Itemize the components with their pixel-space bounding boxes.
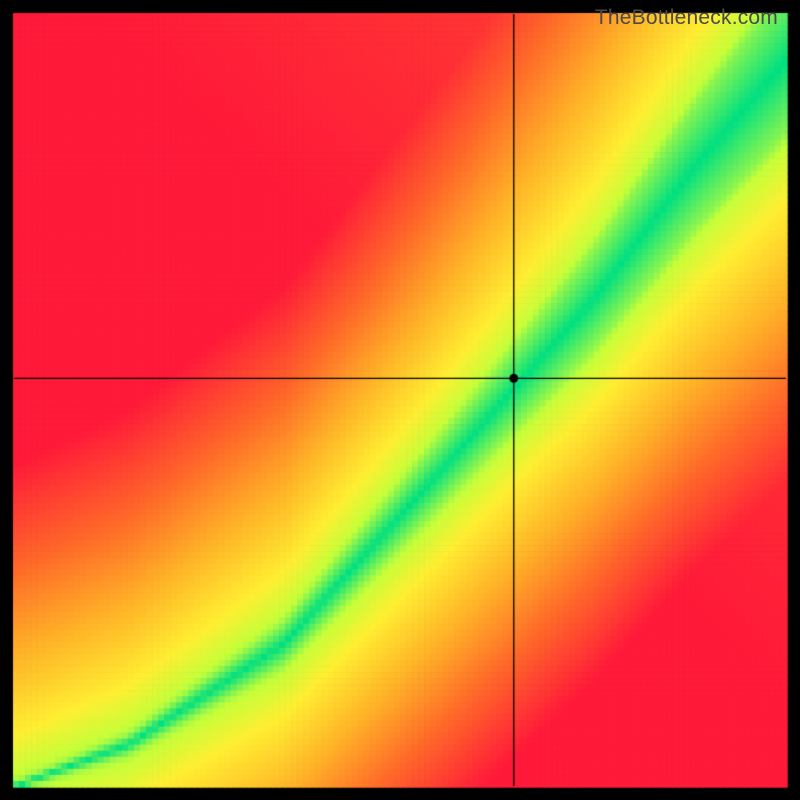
chart-container: TheBottleneck.com: [0, 0, 800, 800]
watermark-text: TheBottleneck.com: [595, 6, 778, 30]
bottleneck-heatmap-canvas: [0, 0, 800, 800]
